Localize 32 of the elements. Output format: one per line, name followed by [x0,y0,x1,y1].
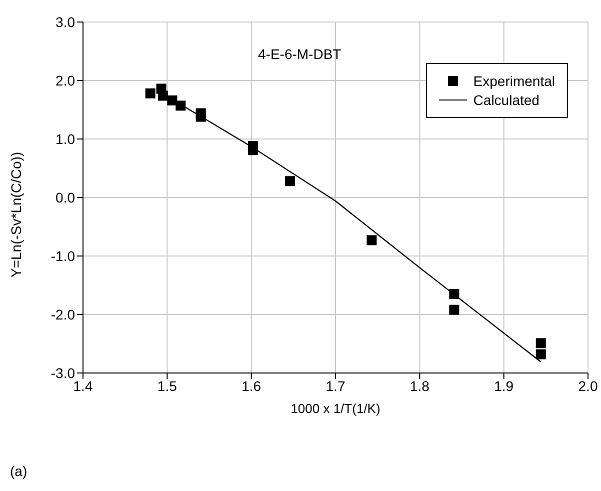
x-tick-label: 1.7 [326,378,346,394]
point [285,176,296,186]
x-tick-label: 1.9 [494,378,514,394]
y-tick-label: 3.0 [56,14,76,30]
annotation: 4-E-6-M-DBT [258,46,342,62]
point [196,112,206,122]
point [176,100,186,111]
y-axis-title: Y=Ln(-Sv*Ln(C/Co)) [8,152,24,278]
text: (a) [10,463,28,479]
point [248,145,258,156]
point [167,95,178,106]
point [449,289,460,300]
y-tick-label: -3.0 [50,364,76,381]
point [536,349,546,360]
x-tick-label: 1.4 [73,378,93,394]
point [366,235,377,246]
legend-label: Calculated [473,92,540,108]
point [158,90,168,101]
x-tick-label: 1.8 [410,378,430,394]
y-tick-label: 0.0 [56,189,76,206]
legend-label: Experimental [473,73,555,89]
y-tick-label: -2.0 [50,306,76,322]
x-tick-label: 2.0 [578,378,598,394]
point [536,338,546,348]
point [449,304,460,315]
y-tick-label: 2.0 [56,72,76,88]
x-tick-label: 1.5 [157,378,178,394]
y-tick-label: -1.0 [50,248,76,264]
y-tick-label: 1.0 [56,130,76,147]
x-tick-label: 1.6 [242,378,262,394]
point [145,88,156,98]
x-axis-title: 1000 x 1/T(1/K) [290,401,380,416]
